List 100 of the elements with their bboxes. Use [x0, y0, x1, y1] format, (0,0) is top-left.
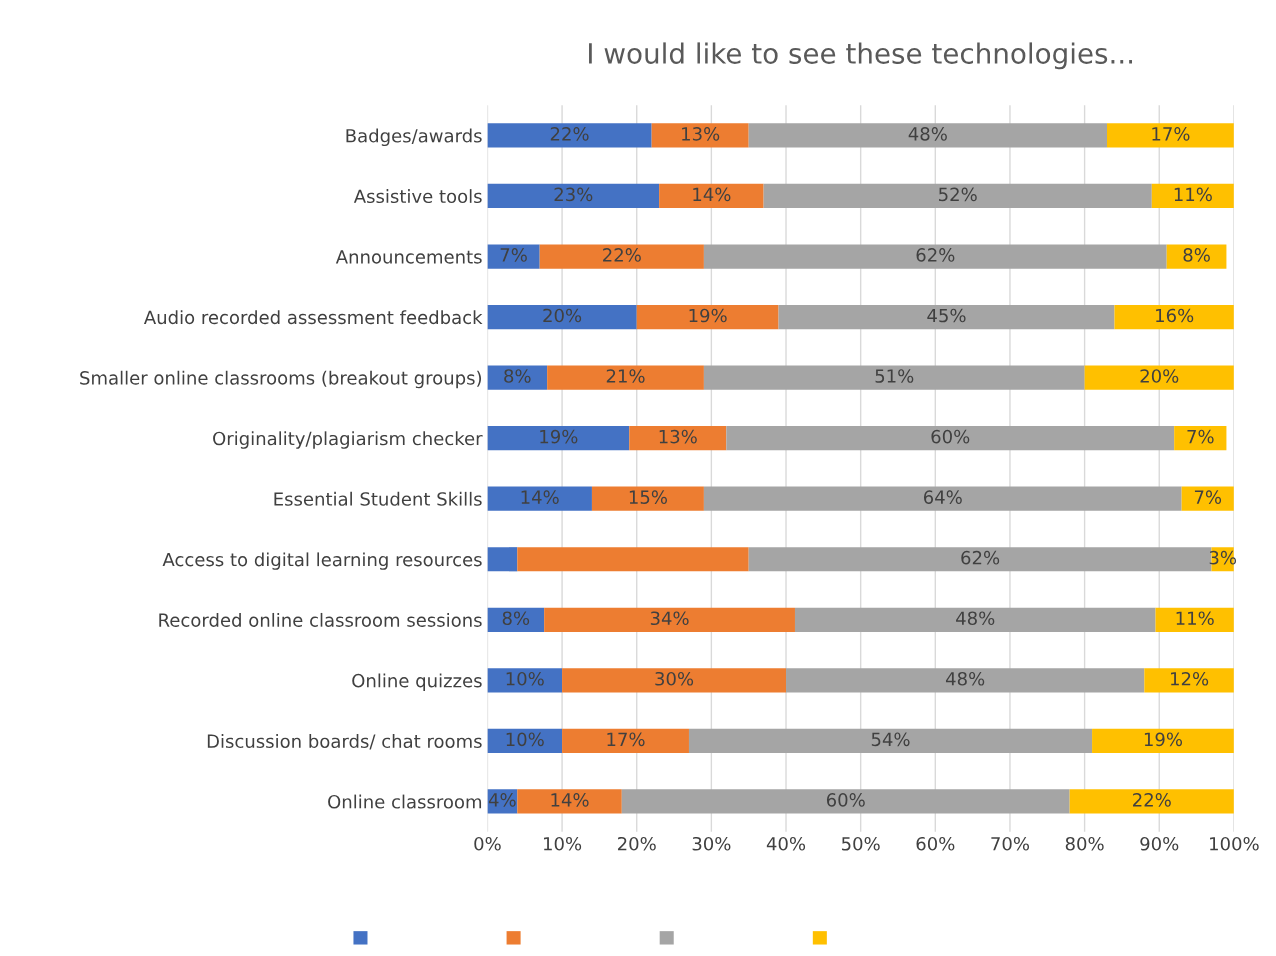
data-label: 64%: [923, 490, 962, 504]
bar: [703, 244, 1167, 269]
bar: [547, 365, 704, 390]
x-tick-label: 60%: [916, 836, 955, 851]
data-label: 19%: [540, 429, 578, 444]
data-label: 15%: [629, 490, 667, 504]
data-label: 17%: [1152, 127, 1190, 141]
x-tick-label: 10%: [544, 836, 582, 851]
y-tick-label: Online classroom: [328, 794, 482, 809]
x-tick-label: 70%: [991, 836, 1030, 851]
bar: [1106, 123, 1234, 148]
data-label: 11%: [1176, 611, 1214, 626]
data-label: 52%: [939, 187, 977, 202]
data-label: 14%: [693, 187, 731, 202]
data-label: 14%: [551, 793, 589, 807]
bar: [517, 789, 622, 814]
x-tick-label: 50%: [841, 836, 880, 851]
y-tick-label: Announcements: [335, 250, 482, 264]
data-label: 11%: [1174, 187, 1212, 202]
bar: [1084, 365, 1234, 390]
bar: [778, 304, 1115, 330]
data-label: 8%: [504, 369, 531, 383]
bar: [763, 183, 1152, 209]
data-label: 54%: [871, 732, 910, 747]
bar: [636, 304, 779, 330]
data-label: 62%: [916, 248, 955, 262]
bar: [688, 728, 1093, 754]
data-label: 48%: [945, 671, 985, 686]
bar: [1174, 426, 1227, 451]
chart-title: I would like to see these technologies...: [589, 42, 1133, 70]
x-tick-label: 80%: [1065, 836, 1104, 851]
x-tick-label: 0%: [474, 836, 501, 851]
bar: [487, 183, 660, 209]
bar: [651, 123, 749, 148]
bar: [1151, 183, 1234, 209]
x-tick-label: 90%: [1140, 836, 1179, 851]
y-tick-label: Online quizzes: [352, 673, 482, 691]
data-label: 13%: [682, 127, 720, 141]
bar: [1114, 304, 1234, 330]
y-tick-label: Smaller online classrooms (breakout groups): [80, 370, 482, 389]
bar: [487, 123, 652, 148]
y-tick-label: Access to digital learning resources: [162, 552, 482, 570]
data-label: 17%: [607, 732, 645, 747]
bar: [1166, 244, 1227, 269]
bar: [786, 668, 1145, 693]
data-label: 20%: [1140, 369, 1179, 383]
bar: [487, 728, 563, 754]
data-label: 30%: [655, 671, 694, 686]
data-label: 34%: [650, 611, 689, 626]
data-label: 10%: [506, 671, 544, 686]
data-label: 22%: [550, 127, 589, 141]
bar: [487, 304, 637, 330]
bar: [703, 365, 1085, 390]
x-tick-label: 30%: [692, 836, 731, 851]
bar: [487, 486, 592, 511]
bar: [621, 789, 1070, 814]
data-label: 7%: [1187, 429, 1214, 444]
bar: [487, 668, 563, 693]
data-label: 22%: [1133, 793, 1171, 807]
data-label: 8%: [1183, 248, 1210, 262]
data-label: 12%: [1171, 671, 1209, 686]
y-tick-label: Essential Student Skills: [274, 491, 482, 506]
data-label: 62%: [961, 550, 1000, 565]
bar: [1144, 668, 1234, 693]
bar: [659, 183, 764, 209]
y-tick-label: Assistive tools: [353, 189, 482, 204]
bar: [562, 668, 787, 693]
bar: [748, 123, 1107, 148]
y-tick-label: Audio recorded assessment feedback: [143, 310, 483, 325]
y-tick-label: Badges/awards: [346, 128, 482, 147]
data-label: 20%: [543, 308, 582, 323]
data-label: 14%: [521, 490, 559, 504]
y-tick-label: Discussion boards/ chat rooms: [207, 734, 482, 750]
x-tick-label: 100%: [1210, 836, 1259, 851]
bar: [794, 607, 1156, 632]
bar: [539, 244, 704, 269]
data-label: 21%: [606, 369, 645, 383]
data-label: 60%: [826, 793, 865, 807]
data-label: 4%: [488, 793, 516, 807]
bar: [1092, 728, 1234, 754]
data-label: 45%: [927, 308, 966, 323]
data-label: 51%: [875, 369, 914, 383]
data-label: 48%: [956, 611, 995, 626]
bar: [487, 547, 518, 572]
bar: [629, 426, 727, 451]
data-label: 22%: [603, 248, 641, 262]
data-label: 8%: [502, 611, 530, 626]
data-label: 60%: [931, 429, 970, 444]
bar: [487, 426, 630, 451]
bar: [726, 426, 1175, 451]
x-tick-label: 40%: [766, 836, 806, 851]
y-tick-label: Originality/plagiarism checker: [213, 431, 483, 449]
bar: [544, 607, 795, 632]
data-label: 10%: [506, 732, 544, 747]
data-label: 19%: [1144, 732, 1183, 747]
bar: [703, 486, 1182, 511]
data-label: 48%: [908, 127, 947, 141]
bar: [487, 244, 540, 269]
data-label: 13%: [659, 429, 697, 444]
bar: [517, 547, 749, 572]
